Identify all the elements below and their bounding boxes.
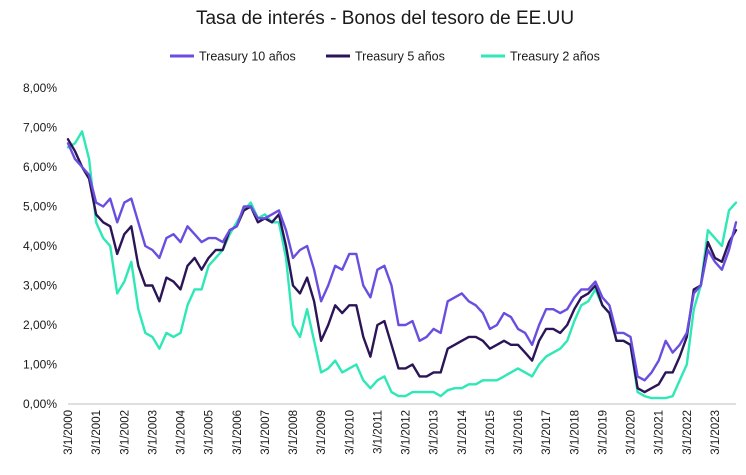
series-line-treasury-10 [66, 142, 738, 382]
y-tick-label: 7,00% [23, 121, 57, 135]
x-tick-label: 3/1/2020 [626, 410, 638, 455]
x-tick-label: 3/1/2004 [176, 409, 188, 454]
y-tick-label: 1,00% [23, 358, 57, 372]
series-line-treasury-2 [66, 130, 738, 400]
x-tick-label: 3/1/2003 [147, 410, 159, 455]
x-tick-label: 3/1/2006 [232, 410, 244, 455]
x-tick-label: 3/1/2022 [682, 410, 694, 455]
x-tick-label: 3/1/2014 [457, 409, 469, 454]
x-tick-label: 3/1/2005 [204, 410, 216, 455]
x-tick-label: 3/1/2015 [485, 410, 497, 455]
x-tick-label: 3/1/2009 [316, 410, 328, 455]
y-tick-label: 5,00% [23, 200, 57, 214]
y-tick-label: 3,00% [23, 279, 57, 293]
x-tick-label: 3/1/2001 [91, 410, 103, 455]
x-tick-label: 3/1/2012 [401, 410, 413, 455]
series-line-treasury-5 [66, 138, 738, 394]
x-tick-label: 3/1/2016 [513, 410, 525, 455]
x-tick-label: 3/1/2011 [372, 410, 384, 454]
legend: Treasury 10 años Treasury 5 años Treasury … [170, 50, 600, 64]
legend-label: Treasury 10 años [199, 50, 296, 64]
chart-title: Tasa de interés - Bonos del tesoro de EE… [196, 8, 574, 29]
x-tick-label: 3/1/2021 [654, 410, 666, 455]
legend-label: Treasury 5 años [355, 50, 445, 64]
x-tick-label: 3/1/2013 [429, 410, 441, 455]
x-tick-label: 3/1/2023 [710, 410, 722, 455]
y-tick-label: 6,00% [23, 160, 57, 174]
x-tick-label: 3/1/2007 [260, 410, 272, 455]
x-tick-label: 3/1/2008 [288, 410, 300, 455]
x-tick-label: 3/1/2019 [597, 410, 609, 455]
x-tick-label: 3/1/2000 [63, 410, 75, 455]
y-tick-label: 2,00% [23, 318, 57, 332]
legend-label: Treasury 2 años [510, 50, 600, 64]
x-tick-label: 3/1/2017 [541, 410, 553, 455]
y-tick-label: 8,00% [23, 81, 57, 95]
x-tick-label: 3/1/2002 [119, 410, 131, 455]
x-tick-label: 3/1/2010 [344, 410, 356, 455]
y-axis-ticks: 0,00% 1,00% 2,00% 3,00% 4,00% 5,00% 6,00% 7,00%… [23, 81, 57, 411]
y-tick-label: 0,00% [23, 397, 57, 411]
x-axis-ticks: 3/1/2000 3/1/2001 3/1/2002 3/1/2003 3/1/2004… [63, 409, 722, 454]
y-tick-label: 4,00% [23, 239, 57, 253]
x-tick-label: 3/1/2018 [569, 410, 581, 455]
series-lines [66, 130, 738, 400]
